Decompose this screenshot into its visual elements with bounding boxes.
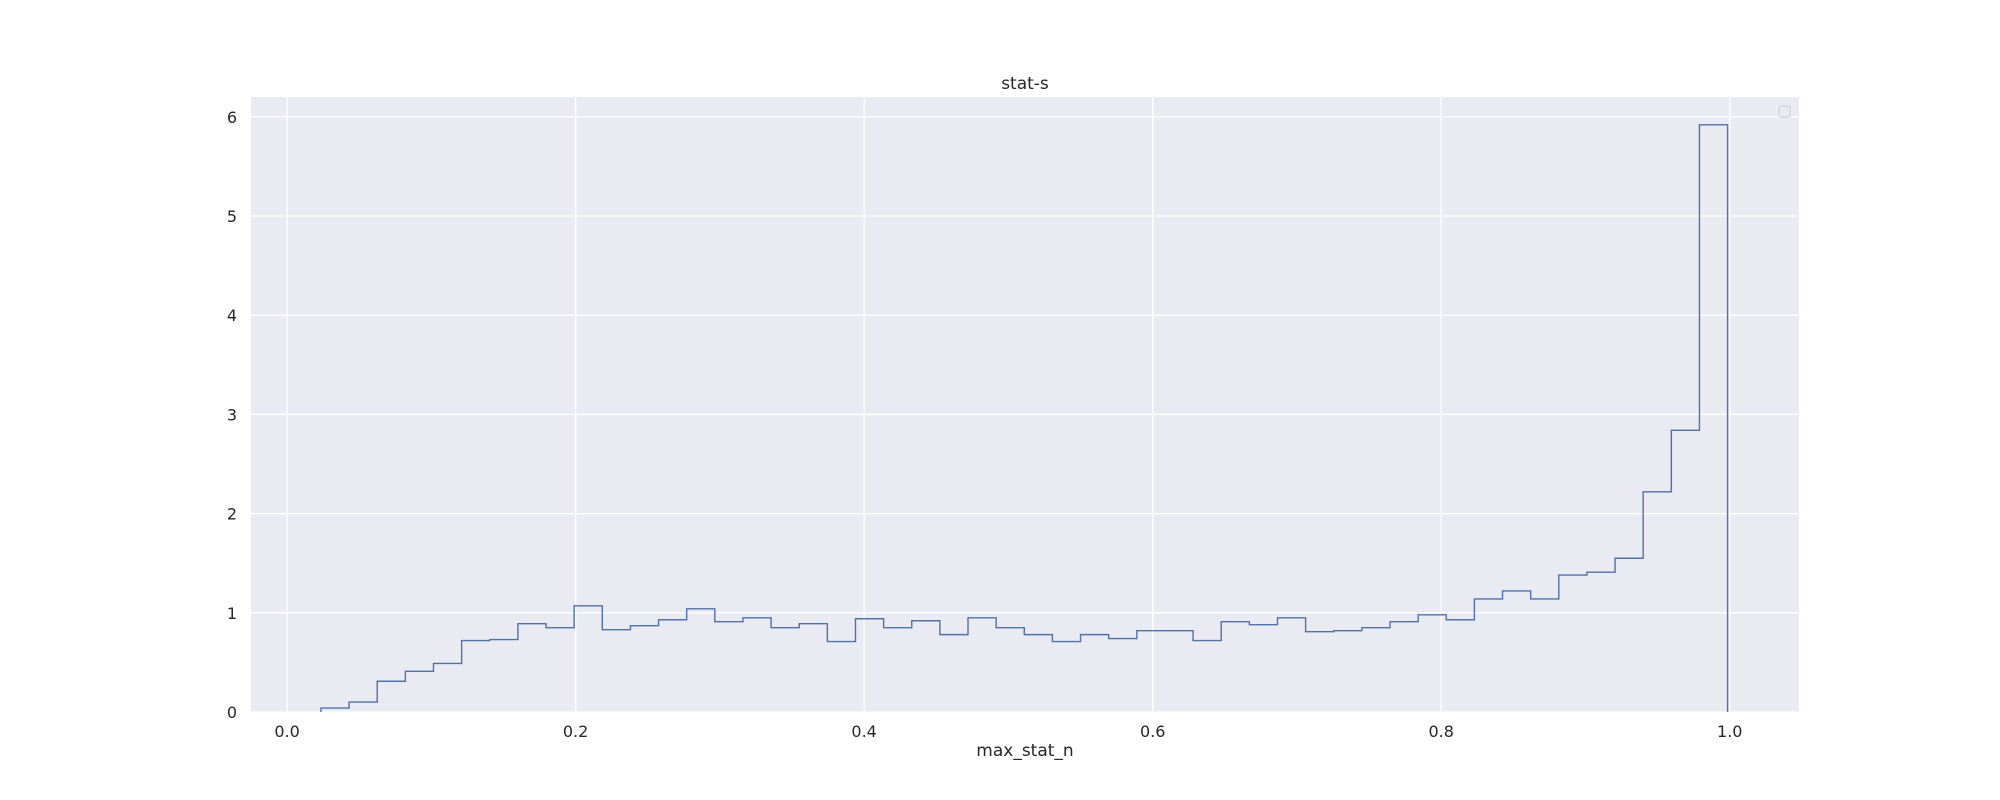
tick-labels: 0.0 0.2 0.4 0.6 0.8 1.0 0 1 2 3 4 5 6 xyxy=(227,108,1743,741)
x-tick-label: 0.2 xyxy=(563,722,588,741)
chart-title: stat-s xyxy=(1001,74,1049,94)
y-tick-label: 1 xyxy=(227,604,237,623)
x-tick-label: 0.4 xyxy=(851,722,876,741)
x-tick-label: 0.8 xyxy=(1428,722,1453,741)
y-tick-label: 4 xyxy=(227,306,237,325)
y-tick-label: 0 xyxy=(227,703,237,722)
y-tick-label: 5 xyxy=(227,207,237,226)
grid-lines xyxy=(251,97,1799,713)
y-tick-label: 2 xyxy=(227,505,237,524)
x-tick-label: 0.0 xyxy=(274,722,299,741)
legend-box xyxy=(1778,105,1791,118)
y-tick-label: 3 xyxy=(227,405,237,424)
plot-area xyxy=(251,97,1799,712)
histogram-step-line xyxy=(320,124,1729,712)
y-tick-label: 6 xyxy=(227,108,237,127)
x-axis-title: max_stat_n xyxy=(976,741,1073,761)
x-tick-label: 0.6 xyxy=(1140,722,1165,741)
x-tick-label: 1.0 xyxy=(1717,722,1742,741)
